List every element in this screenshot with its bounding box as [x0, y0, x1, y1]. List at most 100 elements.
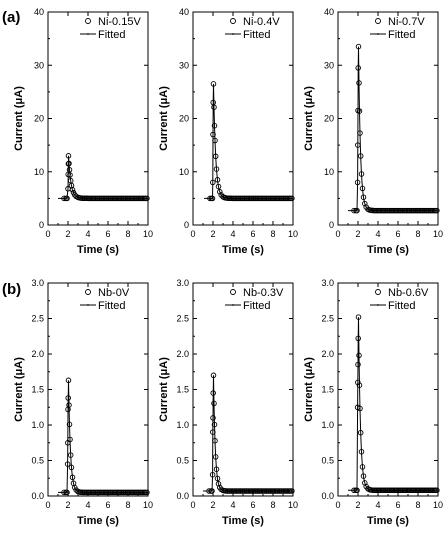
x-tick-label: 10 [433, 229, 443, 239]
data-point [69, 474, 76, 481]
data-point [434, 487, 440, 494]
y-tick-label: 0.0 [176, 491, 189, 501]
data-point [64, 489, 70, 496]
legend-marker-fit-dot [232, 304, 234, 306]
data-point [357, 429, 364, 436]
x-tick-label: 10 [288, 500, 298, 510]
data-point [354, 179, 361, 186]
chart-6: 0 2 4 6 8 10 0.0 0.5 1.0 1.5 2.0 2.5 3.0 Time (s) Curr… [303, 278, 443, 527]
data-point [359, 185, 366, 192]
legend-marker-fit-dot [87, 33, 89, 35]
legend-label-fit: Fitted [98, 29, 126, 41]
x-tick-label: 2 [210, 229, 215, 239]
y-tick-label: 2.0 [31, 349, 44, 359]
data-point [65, 377, 72, 384]
data-point [211, 400, 217, 407]
data-point [210, 81, 217, 87]
y-tick-label: 2.5 [321, 314, 334, 324]
data-point [356, 108, 363, 114]
x-tick-label: 6 [105, 500, 110, 510]
y-tick-label: 10 [324, 167, 334, 177]
data-point [209, 488, 215, 494]
data-point [359, 464, 366, 470]
legend-marker-fit-dot [377, 33, 379, 35]
data-point [206, 488, 212, 494]
x-tick-label: 4 [230, 500, 235, 510]
data-point [215, 183, 222, 190]
data-point [355, 65, 361, 71]
data-point [356, 80, 362, 86]
legend-label-data: Nb-0.3V [243, 287, 284, 299]
y-axis-label: Current (μA) [303, 357, 315, 422]
y-tick-label: 2.0 [321, 349, 334, 359]
data-point [65, 395, 71, 401]
data-points [206, 372, 295, 494]
y-tick-label: 1.5 [321, 385, 334, 395]
y-tick-label: 3.0 [31, 278, 44, 288]
y-tick-label: 2.5 [176, 314, 189, 324]
data-point [212, 437, 218, 444]
legend-label-data: Ni-0.4V [243, 16, 280, 28]
x-tick-label: 6 [395, 500, 400, 510]
data-point [210, 415, 216, 421]
data-point [360, 194, 367, 200]
y-tick-label: 0 [329, 220, 334, 230]
data-point [289, 195, 295, 202]
y-tick-label: 20 [179, 114, 189, 124]
chart-3: 0 2 4 6 8 10 0 10 20 30 40 Time (s) Current (μA) Ni-0… [303, 7, 443, 256]
data-point [210, 372, 217, 379]
chart-5: 0 2 4 6 8 10 0.0 0.5 1.0 1.5 2.0 2.5 3.0 Time (s) Curr… [158, 278, 298, 527]
data-points [61, 377, 150, 496]
legend-marker-fit-dot [232, 33, 234, 35]
data-point [214, 475, 221, 482]
data-point [360, 473, 367, 479]
x-tick-label: 4 [375, 229, 380, 239]
data-point [358, 448, 365, 455]
y-tick-label: 40 [324, 7, 334, 17]
data-point [355, 379, 361, 386]
legend-label-data: Ni-0.15V [98, 16, 141, 28]
data-point [209, 471, 216, 478]
x-tick-label: 0 [45, 229, 50, 239]
data-point [61, 489, 67, 496]
legend-label-fit: Fitted [243, 29, 271, 41]
data-point [211, 421, 218, 428]
y-tick-label: 1.0 [31, 420, 44, 430]
x-axis-label: Time (s) [77, 515, 119, 527]
data-point [357, 153, 364, 159]
data-point [211, 104, 217, 110]
data-point [214, 177, 221, 183]
x-axis-label: Time (s) [222, 515, 264, 527]
legend-marker-data [375, 289, 381, 295]
x-tick-label: 4 [375, 500, 380, 510]
data-points [61, 153, 150, 202]
x-tick-label: 8 [125, 500, 130, 510]
x-tick-label: 0 [45, 500, 50, 510]
legend-marker-data [230, 289, 236, 295]
y-tick-label: 30 [179, 60, 189, 70]
data-points [207, 81, 295, 202]
y-tick-label: 0.0 [321, 491, 334, 501]
y-tick-label: 0.5 [321, 456, 334, 466]
data-point [357, 130, 363, 136]
x-tick-label: 8 [415, 229, 420, 239]
x-tick-label: 0 [190, 229, 195, 239]
x-tick-label: 10 [143, 500, 153, 510]
y-tick-label: 30 [34, 60, 44, 70]
y-tick-label: 0 [39, 220, 44, 230]
data-point [212, 454, 219, 460]
data-point [289, 488, 295, 494]
data-point [355, 142, 361, 148]
y-tick-label: 1.5 [176, 385, 189, 395]
legend-label-data: Nb-0V [98, 287, 130, 299]
data-point [66, 167, 73, 173]
data-point [434, 207, 440, 214]
x-axis-label: Time (s) [77, 244, 119, 256]
data-point [213, 466, 220, 472]
legend-label-fit: Fitted [388, 300, 416, 312]
legend-label-data: Nb-0.6V [388, 287, 429, 299]
chart-1: 0 2 4 6 8 10 0 10 20 30 40 Time (s) Current (μA) Ni-0… [13, 7, 153, 256]
data-point [210, 390, 216, 396]
